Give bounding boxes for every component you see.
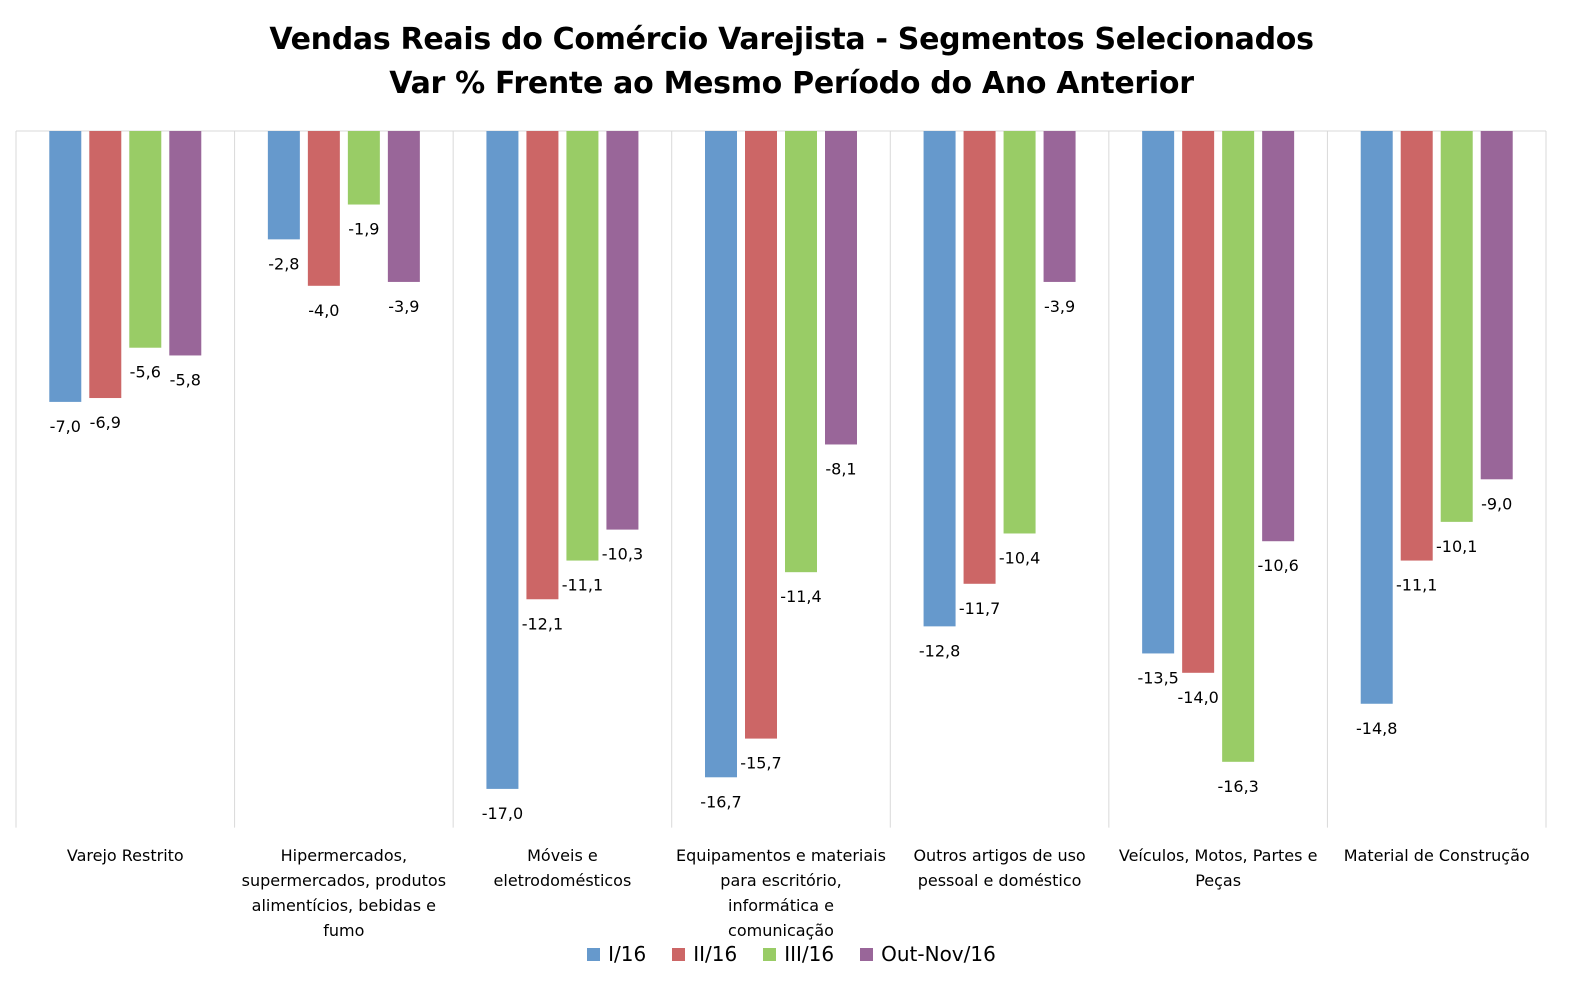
legend-label: I/16 [608, 942, 647, 966]
bar [307, 131, 340, 286]
bar [785, 131, 817, 573]
category-label: comunicação [728, 921, 834, 940]
bar [705, 131, 737, 778]
bar [1043, 131, 1076, 282]
bar [526, 131, 559, 600]
data-label: -11,4 [780, 587, 821, 606]
bar [923, 131, 956, 627]
bar [486, 131, 519, 789]
category-label: Veículos, Motos, Partes e [1119, 846, 1318, 865]
chart-title: Vendas Reais do Comércio Varejista - Seg… [269, 22, 1314, 57]
category-label: Peças [1195, 871, 1241, 890]
data-label: -3,9 [388, 297, 419, 316]
bar [347, 131, 380, 205]
category-label: alimentícios, bebidas e [252, 896, 436, 915]
category-label: Material de Construção [1344, 846, 1530, 865]
category-label: para escritório, [720, 871, 841, 890]
data-label: -11,1 [1396, 576, 1437, 595]
data-label: -16,3 [1217, 777, 1258, 796]
data-label: -10,6 [1257, 556, 1298, 575]
category-label: eletrodomésticos [494, 871, 632, 890]
bar [1142, 131, 1175, 654]
legend-label: Out-Nov/16 [881, 942, 996, 966]
bar [169, 131, 202, 356]
category-label: supermercados, produtos [242, 871, 446, 890]
bar [1003, 131, 1036, 534]
bar [566, 131, 599, 561]
bar [1222, 131, 1255, 762]
category-label: Outros artigos de uso [913, 846, 1085, 865]
bar [89, 131, 122, 399]
bar [1480, 131, 1513, 480]
data-label: -17,0 [482, 804, 523, 823]
data-label: -14,8 [1356, 719, 1397, 738]
data-label: -10,3 [602, 545, 643, 564]
category-label: pessoal e doméstico [918, 871, 1082, 890]
data-label: -12,1 [522, 614, 563, 633]
data-label: -14,0 [1177, 688, 1218, 707]
data-label: -7,0 [50, 417, 81, 436]
category-label: Varejo Restrito [67, 846, 184, 865]
bar [387, 131, 420, 282]
legend-label: III/16 [784, 942, 835, 966]
bar [825, 131, 857, 445]
data-label: -4,0 [308, 301, 339, 320]
legend: I/16 II/16 III/16 Out-Nov/16 [0, 942, 1583, 966]
data-label: -16,7 [700, 792, 741, 811]
category-label: Móveis e [527, 846, 598, 865]
bar [1182, 131, 1215, 673]
legend-item: I/16 [587, 942, 646, 966]
chart-subtitle: Var % Frente ao Mesmo Período do Ano Ant… [389, 66, 1194, 101]
legend-swatch [860, 947, 874, 961]
data-label: -10,4 [999, 548, 1040, 567]
legend-swatch [763, 947, 777, 961]
data-label: -5,8 [170, 370, 201, 389]
data-label: -12,8 [919, 641, 960, 660]
bar [963, 131, 996, 584]
legend-item: III/16 [763, 942, 834, 966]
legend-swatch [672, 947, 686, 961]
data-label: -2,8 [268, 254, 299, 273]
legend-item: II/16 [672, 942, 737, 966]
data-label: -15,7 [740, 754, 781, 773]
bar [267, 131, 300, 240]
bar [606, 131, 639, 530]
bar [1400, 131, 1433, 561]
bar [49, 131, 82, 402]
bar [1262, 131, 1295, 542]
legend-swatch [587, 947, 601, 961]
data-label: -1,9 [348, 220, 379, 239]
data-label: -8,1 [825, 459, 856, 478]
bar [1360, 131, 1393, 704]
data-label: -5,6 [130, 363, 161, 382]
data-label: -3,9 [1044, 297, 1075, 316]
data-label: -6,9 [90, 413, 121, 432]
category-label: Hipermercados, [281, 846, 407, 865]
data-label: -10,1 [1436, 537, 1477, 556]
data-label: -13,5 [1137, 668, 1178, 687]
bar [129, 131, 162, 348]
category-label: informática e [728, 896, 834, 915]
data-label: -11,1 [562, 576, 603, 595]
bar [745, 131, 777, 739]
data-label: -11,7 [959, 599, 1000, 618]
bar [1440, 131, 1473, 522]
legend-item: Out-Nov/16 [860, 942, 996, 966]
legend-label: II/16 [693, 942, 738, 966]
category-label: Equipamentos e materiais [676, 846, 886, 865]
data-label: -9,0 [1481, 494, 1512, 513]
category-label: fumo [323, 921, 364, 940]
